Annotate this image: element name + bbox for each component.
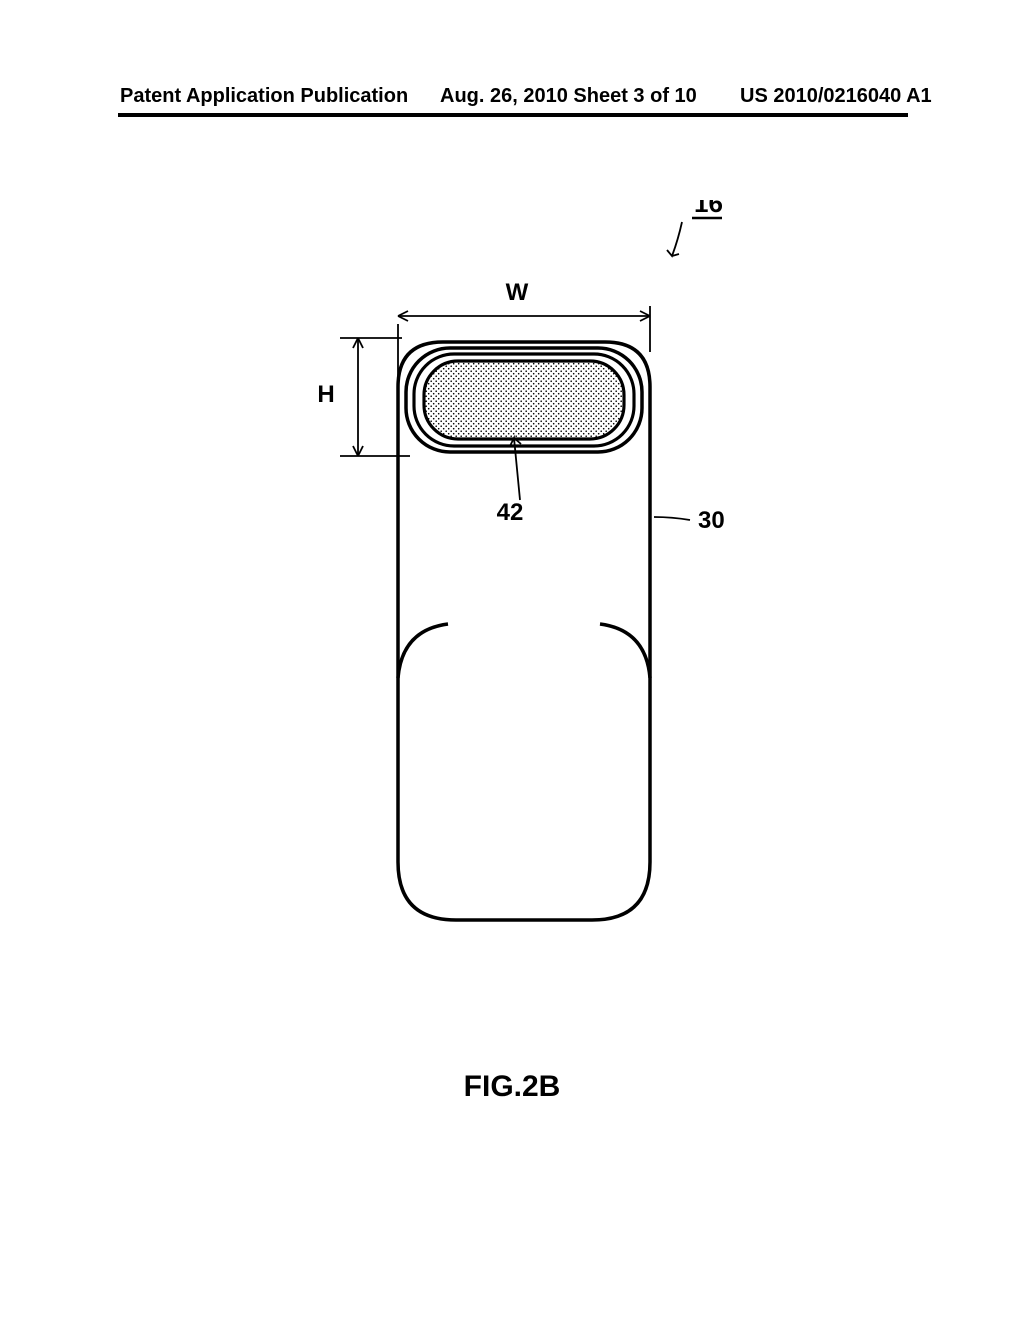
header-left: Patent Application Publication [120, 85, 408, 108]
figure-svg: W H 16 42 30 [220, 200, 800, 980]
svg-text:H: H [317, 381, 334, 408]
svg-text:W: W [506, 279, 529, 306]
page: Patent Application Publication Aug. 26, … [0, 0, 1024, 1320]
header-center: Aug. 26, 2010 Sheet 3 of 10 [440, 85, 697, 108]
header-right: US 2010/0216040 A1 [740, 85, 932, 108]
svg-text:30: 30 [698, 507, 725, 534]
header-divider [118, 113, 908, 117]
svg-text:42: 42 [497, 499, 524, 526]
figure-caption: FIG.2B [0, 1070, 1024, 1104]
svg-text:16: 16 [694, 200, 723, 218]
patent-figure-2b: W H 16 42 30 [220, 200, 800, 980]
